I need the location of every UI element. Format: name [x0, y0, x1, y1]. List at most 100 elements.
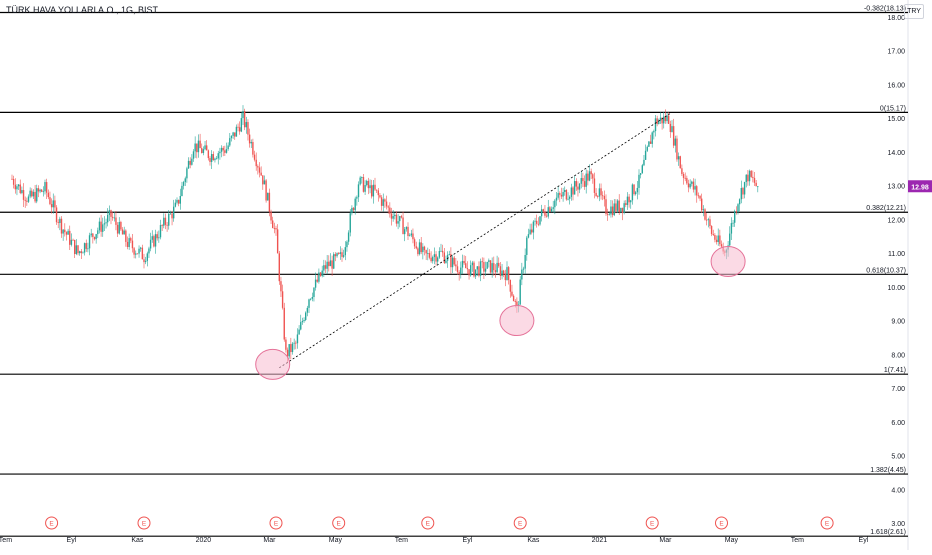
candle-body: [338, 253, 340, 254]
candle-body: [572, 187, 574, 195]
candle-body: [658, 120, 660, 124]
candle-body: [486, 261, 488, 269]
candle-body: [309, 298, 312, 300]
candle-body: [735, 211, 738, 213]
candle-body: [603, 195, 606, 200]
candle-body: [359, 177, 361, 185]
candle-body: [757, 186, 759, 188]
candle-body: [654, 118, 657, 132]
candle-body: [245, 122, 247, 128]
candle-body: [174, 202, 177, 207]
candle-body: [389, 207, 391, 214]
candle-body: [149, 239, 152, 249]
candle-body: [730, 223, 733, 234]
candle-body: [743, 182, 746, 195]
candle-body: [413, 239, 416, 247]
candle-body: [493, 263, 495, 271]
candle-body: [738, 199, 741, 205]
candle-body: [463, 260, 465, 264]
candle-body: [44, 182, 46, 192]
candle-body: [626, 196, 629, 205]
candle-body: [692, 181, 695, 190]
candle-body: [69, 230, 71, 245]
candle-body: [272, 220, 274, 229]
candle-body: [130, 238, 132, 241]
candle-body: [257, 166, 259, 168]
candle-body: [582, 178, 584, 182]
candle-body: [103, 223, 106, 225]
candle-body: [450, 254, 452, 268]
candle-body: [649, 141, 652, 144]
candle-body: [286, 349, 289, 357]
candle-body: [625, 203, 627, 205]
earnings-marker-label: E: [337, 521, 342, 528]
candle-body: [169, 213, 172, 215]
candle-body: [605, 199, 607, 214]
y-tick-label: 11.00: [888, 251, 905, 258]
candle-body: [385, 201, 388, 207]
candle-body: [644, 150, 647, 160]
candle-body: [423, 246, 426, 251]
candle-body: [544, 211, 546, 216]
candle-body: [422, 246, 424, 253]
candle-body: [476, 266, 478, 270]
candle-body: [684, 177, 686, 179]
candle-body: [16, 186, 18, 190]
candle-body: [628, 196, 630, 203]
candle-body: [590, 171, 592, 175]
candle-body: [366, 180, 368, 186]
candle-body: [50, 204, 53, 208]
candle-body: [105, 222, 107, 224]
candle-body: [52, 200, 54, 208]
candle-body: [484, 268, 487, 272]
candle-body: [59, 218, 61, 223]
y-tick-label: 5.00: [891, 454, 905, 461]
candle-body: [97, 230, 99, 235]
candle-body: [212, 154, 214, 161]
candle-body: [729, 233, 731, 246]
x-tick-label: Eyl: [463, 537, 473, 544]
candle-body: [496, 262, 498, 273]
candle-body: [567, 198, 569, 200]
candle-body: [653, 131, 655, 133]
candle-body: [375, 189, 378, 191]
y-tick-label: 12.00: [887, 217, 905, 224]
candle-body: [593, 178, 596, 193]
candle-body: [324, 265, 327, 269]
candle-body: [666, 115, 668, 122]
candle-body: [239, 127, 241, 132]
candle-body: [158, 237, 160, 239]
y-tick-label: 17.00: [887, 49, 905, 56]
candle-body: [11, 178, 13, 180]
candle-body: [720, 244, 723, 247]
earnings-marker-label: E: [719, 521, 724, 528]
candle-body: [412, 233, 414, 240]
candle-body: [384, 199, 386, 202]
candle-body: [247, 122, 249, 135]
currency-selector[interactable]: TRY: [904, 4, 924, 19]
candle-body: [17, 184, 20, 187]
y-tick-label: 9.00: [891, 319, 905, 326]
candle-body: [306, 307, 309, 313]
candle-body: [540, 209, 543, 217]
y-tick-label: 10.00: [887, 285, 905, 292]
candle-body: [177, 199, 180, 204]
y-tick-label: 16.00: [887, 82, 905, 89]
candle-body: [171, 213, 173, 219]
candle-body: [291, 343, 294, 353]
candle-body: [120, 222, 122, 230]
candle-body: [420, 242, 422, 253]
fib-level-label: 1.618(2.61): [870, 529, 906, 536]
candle-body: [648, 141, 650, 147]
earnings-marker-label: E: [650, 521, 655, 528]
candle-body: [501, 270, 503, 276]
x-tick-label: 2020: [196, 537, 212, 544]
candle-body: [639, 173, 642, 175]
earnings-marker-label: E: [49, 521, 54, 528]
y-tick-label: 8.00: [891, 352, 905, 359]
candle-body: [512, 295, 515, 302]
candle-body: [108, 210, 111, 215]
candle-body: [717, 235, 719, 243]
candle-body: [664, 116, 667, 122]
